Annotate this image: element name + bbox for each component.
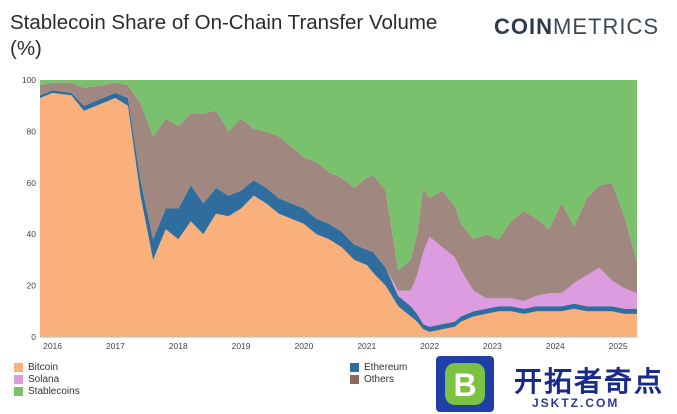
y-tick-label: 80 — [27, 126, 37, 136]
coinmetrics-logo: COINMETRICS — [494, 14, 659, 40]
chart-legend: Bitcoin Solana Stablecoins Ethereum Othe… — [0, 356, 677, 414]
legend-label: Solana — [28, 374, 60, 385]
area-solana — [40, 90, 637, 327]
y-tick-label: 100 — [22, 75, 36, 85]
legend-label: Bitcoin — [28, 362, 59, 373]
area-others — [40, 82, 637, 301]
area-layers — [40, 80, 637, 338]
watermark: B 开拓者奇点 JSKTZ.COM — [432, 352, 677, 414]
x-tick-label: 2019 — [232, 341, 251, 351]
x-tick-label: 2020 — [294, 341, 313, 351]
legend-swatch — [14, 375, 23, 384]
legend-label: Stablecoins — [28, 386, 80, 397]
area-ethereum — [40, 90, 637, 332]
watermark-logo-icon: B — [436, 356, 494, 412]
watermark-text: 开拓者奇点 — [514, 365, 665, 398]
x-tick-label: 2018 — [169, 341, 188, 351]
legend-swatch — [14, 363, 23, 372]
stacked-area-chart: 0 20 40 60 80 100 2016 2017 2018 2019 2020 2021 202… — [22, 75, 637, 351]
legend-label: Ethereum — [364, 362, 408, 373]
legend-item-others: Others — [350, 374, 394, 385]
legend-item-bitcoin: Bitcoin — [14, 362, 58, 373]
x-tick-label: 2017 — [106, 341, 125, 351]
x-tick-label: 2023 — [483, 341, 502, 351]
x-tick-label: 2022 — [420, 341, 439, 351]
legend-swatch — [14, 387, 23, 396]
x-tick-label: 2021 — [357, 341, 376, 351]
y-tick-label: 40 — [27, 229, 37, 239]
y-axis-ticks: 0 20 40 60 80 100 — [22, 75, 36, 342]
x-tick-label: 2024 — [546, 341, 565, 351]
area-stablecoins — [40, 80, 637, 271]
y-tick-label: 20 — [27, 281, 37, 291]
legend-swatch — [350, 375, 359, 384]
legend-item-ethereum: Ethereum — [350, 362, 407, 373]
brand-bold: COIN — [494, 14, 553, 39]
legend-item-stablecoins: Stablecoins — [14, 386, 80, 397]
area-bitcoin — [40, 92, 637, 338]
x-axis-ticks: 2016 2017 2018 2019 2020 2021 2022 2023 2024 2025 — [43, 341, 628, 351]
brand-light: METRICS — [553, 14, 659, 39]
y-tick-label: 60 — [27, 178, 37, 188]
legend-item-solana: Solana — [14, 374, 59, 385]
y-tick-label: 0 — [31, 332, 36, 342]
legend-swatch — [350, 363, 359, 372]
x-tick-label: 2025 — [609, 341, 628, 351]
x-tick-label: 2016 — [43, 341, 62, 351]
legend-label: Others — [364, 374, 395, 385]
watermark-url: JSKTZ.COM — [532, 396, 620, 410]
watermark-logo-letter: B — [453, 367, 476, 403]
chart-title: Stablecoin Share of On-Chain Transfer Vo… — [10, 11, 438, 60]
